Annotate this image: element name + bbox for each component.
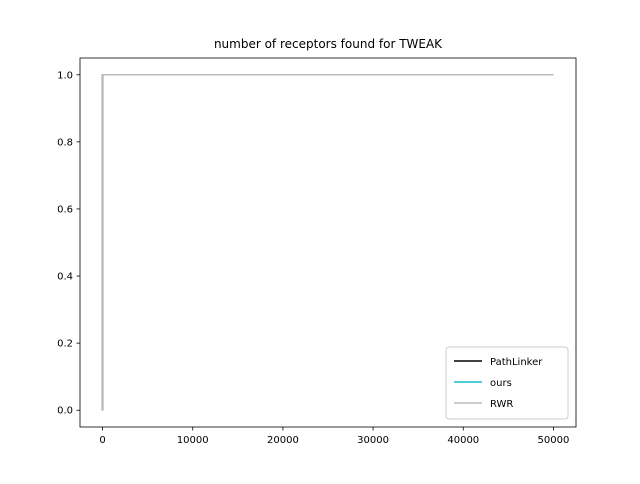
x-tick-label: 40000 bbox=[447, 435, 479, 446]
legend-label-ours: ours bbox=[490, 378, 512, 389]
legend: PathLinker ours RWR bbox=[445, 346, 569, 420]
axes: 0 10000 20000 30000 40000 50000 0.0 0.2 0.4 0.6 0.… bbox=[57, 57, 577, 446]
y-tick-label: 0.0 bbox=[57, 406, 73, 417]
series-line-rwr bbox=[101, 74, 554, 411]
legend-box bbox=[445, 346, 569, 420]
chart-title: number of receptors found for TWEAK bbox=[214, 37, 443, 51]
y-tick-label: 0.6 bbox=[57, 204, 73, 215]
axes-frame bbox=[79, 57, 577, 428]
x-tick-label: 10000 bbox=[177, 435, 209, 446]
y-tick-label: 0.4 bbox=[57, 272, 73, 283]
y-tick-label: 0.8 bbox=[57, 137, 73, 148]
legend-label-rwr: RWR bbox=[490, 399, 513, 410]
x-tick-label: 30000 bbox=[357, 435, 389, 446]
plot-area bbox=[101, 74, 554, 411]
y-tick-label: 0.2 bbox=[57, 339, 73, 350]
x-tick-label: 0 bbox=[99, 435, 105, 446]
x-tick-label: 50000 bbox=[538, 435, 570, 446]
y-tick-label: 1.0 bbox=[57, 70, 73, 81]
legend-label-pathlinker: PathLinker bbox=[490, 357, 543, 368]
x-tick-label: 20000 bbox=[267, 435, 299, 446]
